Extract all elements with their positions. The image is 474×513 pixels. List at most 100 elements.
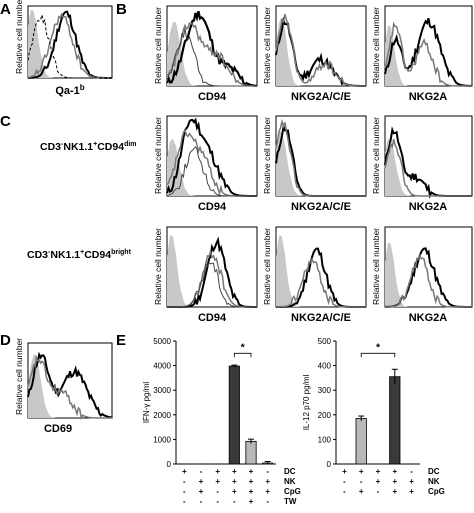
condition-symbol: - (200, 497, 203, 506)
panel-label-c: C (0, 113, 11, 130)
panel-label-e: E (116, 332, 126, 349)
condition-symbol: - (233, 497, 236, 506)
histogram-line (166, 28, 257, 87)
histogram-line (167, 262, 257, 308)
significance-star: * (241, 341, 246, 353)
ylabel-c5: Relative cell number (262, 228, 272, 305)
condition-symbol: + (232, 487, 237, 496)
significance-star: * (376, 341, 381, 353)
xlabel-c2: NKG2A/C/E (291, 201, 351, 213)
condition-symbol: - (183, 497, 186, 506)
isotype-control-histogram (276, 17, 366, 86)
condition-symbol: + (409, 487, 414, 496)
xlabel-c4: CD94 (198, 312, 227, 324)
histogram-c4 (167, 235, 257, 308)
bar (355, 418, 367, 465)
ylabel-c6: Relative cell number (371, 228, 381, 305)
histogram-line (27, 12, 112, 79)
y-tick-label: 400 (318, 362, 332, 371)
condition-symbol: + (265, 487, 270, 496)
condition-symbol: + (342, 467, 347, 476)
panel-label-b: B (116, 1, 127, 18)
xlabel-c6: NKG2A (409, 312, 448, 324)
isotype-control-histogram (385, 25, 472, 87)
histogram-b3 (384, 18, 473, 87)
xlabel-b3: NKG2A (409, 91, 448, 103)
y-tick-label: 1000 (153, 435, 171, 444)
y-tick-label: 100 (318, 435, 332, 444)
histogram-line (27, 351, 113, 419)
xlabel-c5: NKG2A/C/E (291, 312, 351, 324)
condition-symbol: + (392, 487, 397, 496)
ylabel-c4: Relative cell number (153, 228, 163, 305)
xlabel-d: CD69 (44, 423, 72, 435)
condition-symbol: - (410, 467, 413, 476)
y-tick-label: 2000 (153, 411, 171, 420)
histogram-b1 (165, 10, 258, 87)
isotype-control-histogram (276, 235, 366, 307)
y-tick-label: 0 (167, 460, 172, 469)
ylabel-c1: Relative cell number (153, 117, 163, 194)
condition-symbol: + (376, 477, 381, 486)
condition-symbol: + (232, 467, 237, 476)
y-tick-label: 300 (318, 386, 332, 395)
histogram-b2 (275, 13, 366, 87)
condition-symbol: - (343, 487, 346, 496)
histogram-line (166, 146, 257, 197)
y-tick-label: 200 (318, 411, 332, 420)
condition-symbol: + (215, 467, 220, 476)
y-tick-label: 5000 (153, 337, 171, 346)
histogram-line (27, 355, 112, 421)
condition-row-label: NK (428, 477, 440, 486)
histogram-c2 (275, 118, 366, 197)
condition-symbol: + (359, 467, 364, 476)
condition-symbol: + (392, 477, 397, 486)
y-tick-label: 3000 (153, 386, 171, 395)
histogram-curves (27, 10, 473, 421)
isotype-control-histogram (167, 138, 257, 196)
condition-symbol: + (376, 467, 381, 476)
panel-label-a: A (0, 1, 11, 18)
condition-symbol: + (215, 477, 220, 486)
histogram-line (27, 14, 112, 79)
histogram-line (276, 257, 366, 308)
condition-row-label: DC (284, 467, 296, 476)
histogram-c1 (166, 117, 257, 197)
row-label-bright: CD3-NK1.1+CD94bright (27, 249, 132, 261)
ylabel-d: Relative cell number (14, 338, 24, 415)
isotype-control-histogram (167, 22, 257, 86)
condition-symbol: - (200, 467, 203, 476)
condition-symbol: + (392, 467, 397, 476)
row-label-dim: CD3-NK1.1+CD94dim (40, 141, 137, 153)
significance-bracket (233, 352, 252, 358)
condition-symbol: + (199, 477, 204, 486)
ylabel-b2: Relative cell number (262, 7, 272, 84)
condition-symbol: - (360, 477, 363, 486)
histogram-c3 (384, 126, 472, 199)
ylabel-b3: Relative cell number (371, 7, 381, 84)
condition-symbol: - (216, 497, 219, 506)
xlabel-b2: NKG2A/C/E (291, 91, 351, 103)
condition-symbol: + (249, 487, 254, 496)
condition-symbol: - (183, 477, 186, 486)
condition-symbol: + (359, 487, 364, 496)
histogram-d (27, 351, 113, 421)
y-tick-label: 500 (318, 337, 332, 346)
histogram-c6 (385, 242, 472, 308)
condition-symbol: + (182, 467, 187, 476)
ylabel-c3: Relative cell number (371, 117, 381, 194)
xlabel-c3: NKG2A (409, 201, 448, 213)
condition-symbol: + (232, 477, 237, 486)
condition-symbol: + (199, 487, 204, 496)
xlabel-qa1b: Qa-1b (55, 83, 84, 97)
condition-symbol: - (377, 487, 380, 496)
bar (389, 376, 401, 465)
bar (245, 440, 257, 465)
y-tick-label: 4000 (153, 362, 171, 371)
condition-row-label: NK (284, 477, 296, 486)
condition-symbol: + (249, 477, 254, 486)
condition-symbol: - (216, 487, 219, 496)
y-tick-label: 0 (327, 460, 332, 469)
